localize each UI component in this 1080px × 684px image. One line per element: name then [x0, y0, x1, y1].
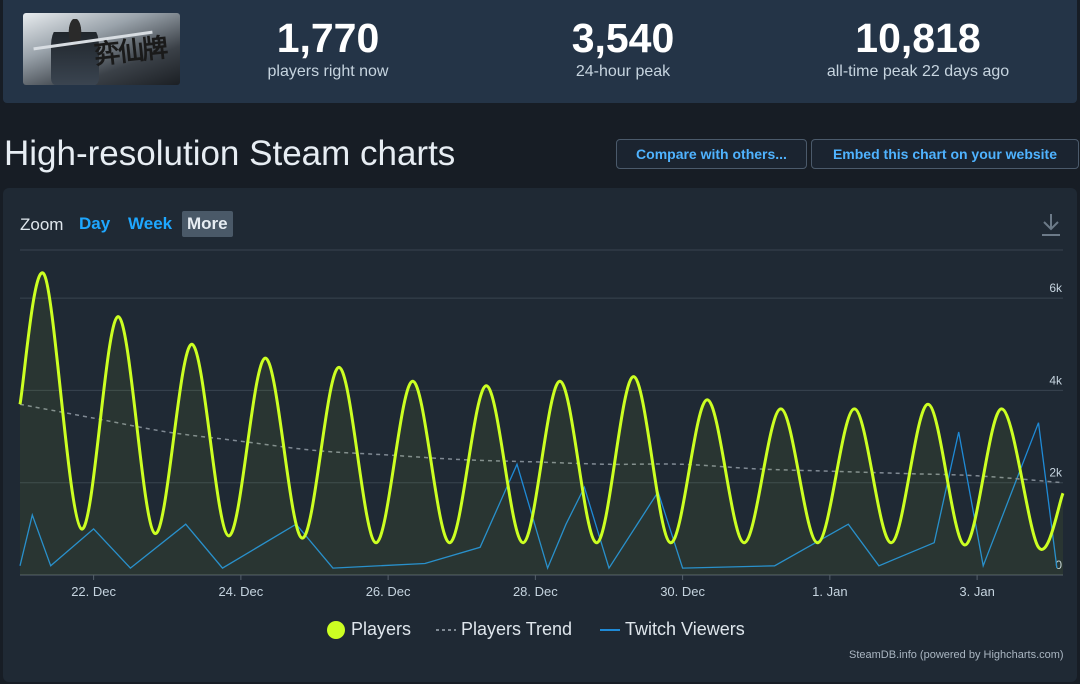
page-title: High-resolution Steam charts [4, 134, 456, 173]
legend-trend-marker-icon [436, 628, 456, 631]
game-thumbnail[interactable]: 弈仙牌 [23, 13, 180, 85]
chart-grid [20, 249, 1063, 576]
stat-current-players: 1,770 players right now [253, 17, 403, 81]
stat-all-time-peak: 10,818 all-time peak 22 days ago [808, 17, 1028, 81]
zoom-day-button[interactable]: Day [79, 214, 111, 233]
zoom-more-button[interactable]: More [182, 211, 233, 237]
legend-players-label: Players [351, 619, 412, 639]
legend-twitch-marker-icon [600, 628, 620, 631]
download-icon[interactable] [1038, 211, 1064, 239]
legend-players[interactable]: Players [326, 619, 411, 640]
legend-players-marker-icon [327, 620, 345, 639]
stat-value: 3,540 [571, 15, 675, 61]
stats-bar: 弈仙牌 1,770 players right now 3,540 24-hou… [3, 0, 1077, 103]
legend-trend-label: Players Trend [461, 619, 573, 639]
x-axis: 22. Dec 24. Dec 26. Dec 28. Dec 30. Dec 1. Ja… [71, 575, 995, 599]
compare-button[interactable]: Compare with others... [616, 139, 807, 169]
y-axis: 0 2k 4k 6k [1049, 281, 1063, 572]
x-tick-label: 3. Jan [959, 584, 994, 599]
chart-credit[interactable]: SteamDB.info (powered by Highcharts.com) [849, 649, 1064, 661]
y-tick-label: 4k [1049, 373, 1063, 387]
legend-twitch-label: Twitch Viewers [625, 619, 745, 639]
x-tick-label: 30. Dec [660, 584, 705, 599]
stat-value: 1,770 [276, 15, 380, 61]
legend-twitch[interactable]: Twitch Viewers [600, 619, 745, 640]
legend-trend[interactable]: Players Trend [436, 619, 572, 640]
players-series-line[interactable] [18, 271, 1065, 551]
embed-chart-button[interactable]: Embed this chart on your website [811, 139, 1079, 169]
x-tick-label: 24. Dec [218, 584, 263, 599]
thumbnail-figure [51, 19, 99, 85]
x-tick-label: 22. Dec [71, 584, 116, 599]
x-tick-label: 26. Dec [366, 584, 411, 599]
y-tick-label: 2k [1049, 466, 1063, 480]
players-trend-series-line[interactable] [19, 403, 1064, 484]
zoom-week-button[interactable]: Week [128, 214, 173, 233]
y-tick-label: 6k [1049, 281, 1063, 295]
stat-value: 10,818 [855, 15, 981, 61]
stat-label: all-time peak 22 days ago [826, 63, 1010, 80]
stat-label: 24-hour peak [575, 63, 671, 80]
x-tick-label: 1. Jan [812, 584, 847, 599]
x-tick-label: 28. Dec [513, 584, 558, 599]
chart-series [18, 271, 1065, 575]
chart-panel [3, 188, 1077, 682]
stat-24h-peak: 3,540 24-hour peak [548, 17, 698, 81]
zoom-label: Zoom [20, 215, 64, 234]
twitch-viewers-series-line[interactable] [19, 422, 1058, 571]
y-tick-label: 0 [1055, 558, 1062, 572]
stat-label: players right now [267, 63, 389, 80]
